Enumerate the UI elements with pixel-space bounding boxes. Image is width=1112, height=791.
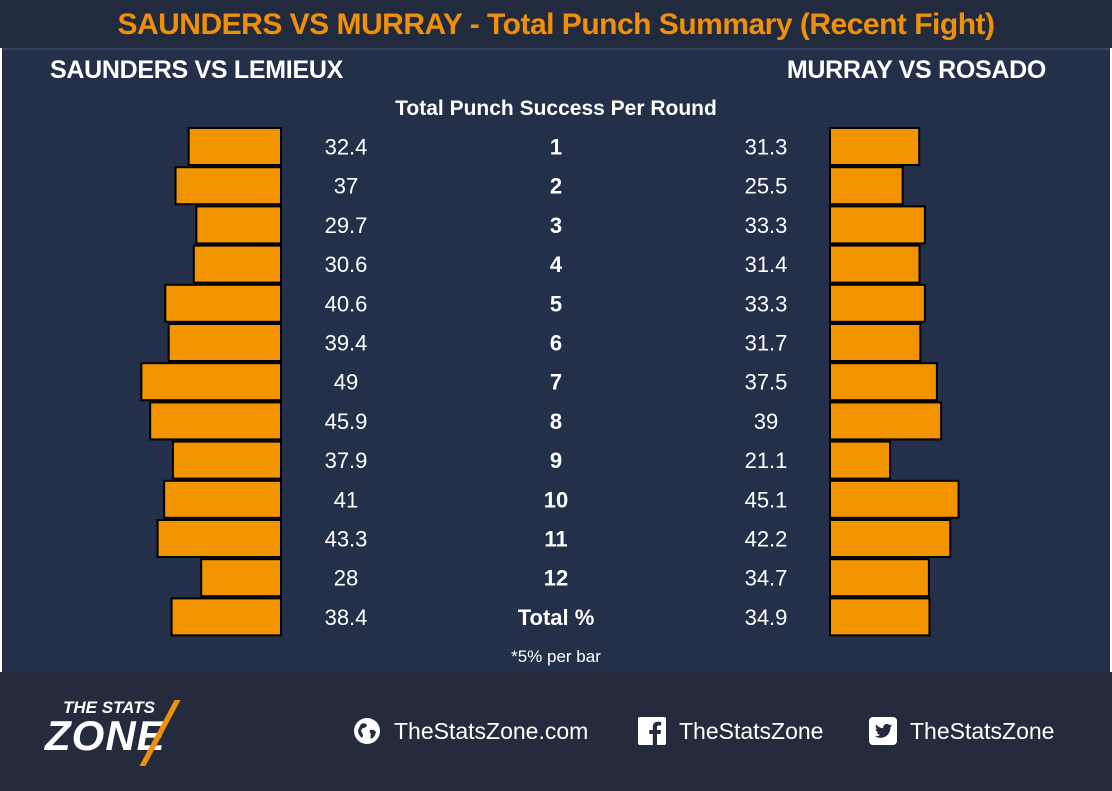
bar-left [171,440,282,480]
facebook-link[interactable]: TheStatsZone [637,715,823,747]
panel-border-left [0,48,2,672]
round-label: 6 [550,331,562,356]
round-label: 5 [550,291,562,316]
value-label-left: 30.6 [325,252,368,277]
round-label: 9 [550,448,562,473]
round-label: 10 [544,487,568,512]
bar-right [829,127,921,166]
twitter-text: TheStatsZone [910,717,1055,744]
bar-left [164,283,282,323]
value-label-right: 31.3 [745,135,788,160]
value-label-right: 33.3 [745,291,788,316]
value-label-left: 37.9 [325,448,368,473]
bar-right [829,479,960,519]
bar-right [829,519,952,558]
bar-right [829,166,904,206]
value-label-left: 41 [334,487,358,512]
bar-left [192,244,282,284]
value-label-left: 49 [334,370,358,395]
value-label-right: 33.3 [745,213,788,238]
value-label-left: 43.3 [325,527,368,552]
website-link[interactable]: TheStatsZone.com [352,715,588,747]
bar-left [187,127,282,166]
round-label: 7 [550,370,562,395]
value-label-left: 40.6 [325,291,368,316]
bar-left [195,205,282,245]
value-label-left: 38.4 [325,605,368,630]
bar-right [829,362,938,402]
logo-text-top: THE STATS [63,698,155,717]
bar-right [829,558,930,598]
round-label: 4 [550,252,563,277]
value-label-right: 31.4 [745,252,788,277]
globe-icon [354,718,380,744]
bar-right [829,323,922,362]
bar-left [140,362,282,402]
bar-left [167,323,283,362]
value-label-right: 39 [754,409,778,434]
value-label-left: 32.4 [325,135,368,160]
round-label: 11 [544,527,567,552]
value-label-right: 21.1 [745,448,788,473]
bar-right [829,401,943,441]
round-label: 1 [550,135,562,160]
bar-right [829,205,926,245]
value-label-left: 45.9 [325,409,368,434]
value-label-right: 34.9 [745,605,788,630]
round-label: 12 [544,566,568,591]
chart-title: SAUNDERS VS MURRAY - Total Punch Summary… [117,8,995,41]
value-label-right: 34.7 [745,566,788,591]
stats-zone-logo: THE STATS ZONE [45,698,245,768]
value-label-left: 39.4 [325,331,368,356]
bar-left [170,597,282,637]
round-label: 8 [550,409,562,434]
bar-left [156,519,282,558]
value-label-right: 31.7 [745,331,788,356]
value-label-left: 37 [334,174,358,199]
logo-text-zone: ZONE [45,712,166,759]
value-label-right: 42.2 [745,527,788,552]
bar-left [174,166,282,206]
left-fight-label: SAUNDERS VS LEMIEUX [50,56,343,84]
twitter-icon [869,717,897,745]
bar-left [200,558,282,598]
title-bar: SAUNDERS VS MURRAY - Total Punch Summary… [0,0,1112,50]
footer [0,672,1112,791]
bar-right [829,440,892,480]
round-label: 3 [550,213,562,238]
bar-scale-note: *5% per bar [511,647,601,666]
chart-subtitle: Total Punch Success Per Round [395,97,717,120]
value-label-left: 28 [334,566,358,591]
facebook-text: TheStatsZone [679,717,824,744]
right-fight-label: MURRAY VS ROSADO [786,56,1046,84]
bar-left [149,401,282,441]
bar-right [829,244,921,284]
twitter-link[interactable]: TheStatsZone [868,715,1054,747]
bar-right [829,283,926,323]
bar-right [829,597,931,637]
value-label-left: 29.7 [325,213,368,238]
value-label-right: 37.5 [745,370,788,395]
facebook-icon [638,717,666,745]
round-label: Total % [518,605,595,630]
value-label-right: 25.5 [745,174,788,199]
value-label-right: 45.1 [745,487,788,512]
bar-left [163,479,282,519]
round-label: 2 [550,174,562,199]
punch-chart: 32.4 31.3 1 37 25.5 2 29.7 33.3 3 30.6 31.4 4 40.6 33… [140,127,960,637]
panel-border-right [1110,48,1112,672]
website-text: TheStatsZone.com [394,717,589,744]
